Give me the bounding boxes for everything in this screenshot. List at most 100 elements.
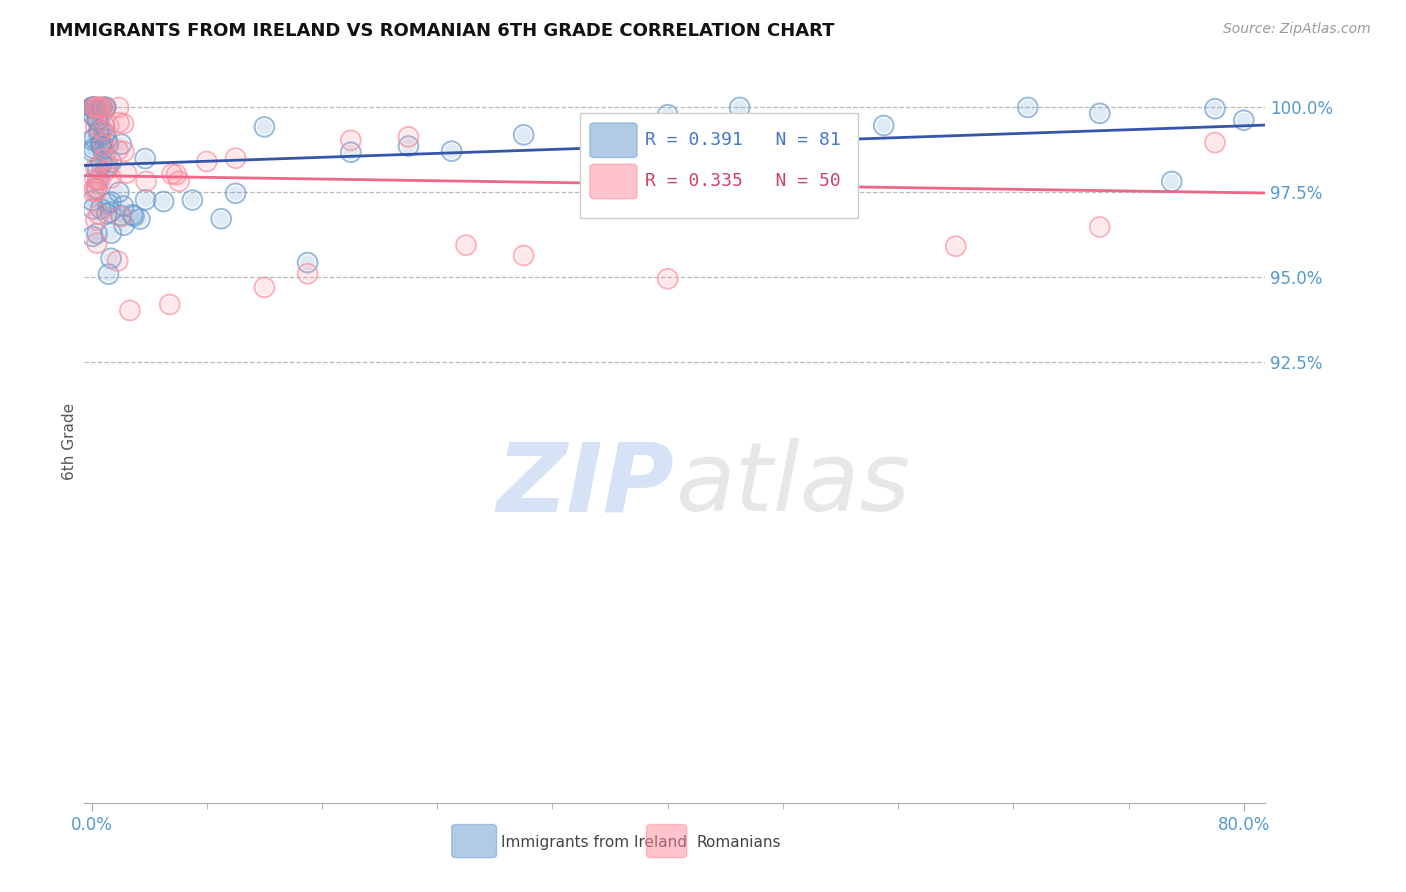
Point	[89, 123, 111, 137]
Point	[80, 100, 103, 114]
Point	[110, 210, 132, 224]
Point	[82, 100, 104, 114]
Point	[87, 100, 110, 114]
Point	[100, 171, 122, 186]
Point	[100, 155, 122, 169]
Point	[86, 236, 108, 251]
Point	[454, 238, 477, 252]
Point	[87, 126, 110, 140]
Point	[83, 100, 105, 114]
Point	[94, 100, 117, 114]
Point	[97, 196, 120, 211]
Point	[512, 248, 534, 262]
Point	[225, 186, 247, 201]
Point	[112, 218, 135, 232]
Point	[110, 137, 132, 152]
Point	[100, 226, 122, 240]
Point	[93, 100, 115, 114]
Point	[94, 100, 117, 114]
Point	[89, 100, 111, 114]
Point	[86, 236, 108, 251]
Point	[121, 208, 143, 222]
Point	[108, 186, 131, 200]
Point	[100, 205, 122, 219]
Point	[82, 185, 104, 199]
Point	[82, 100, 104, 114]
Point	[90, 202, 112, 216]
Point	[82, 229, 104, 244]
Point	[86, 100, 108, 114]
Point	[209, 211, 232, 226]
Point	[728, 100, 751, 114]
Point	[108, 115, 131, 129]
Point	[86, 181, 108, 195]
Point	[108, 115, 131, 129]
Point	[83, 131, 105, 145]
Point	[91, 143, 114, 157]
Point	[82, 194, 104, 208]
Point	[167, 174, 190, 188]
Point	[87, 173, 110, 187]
Point	[100, 205, 122, 219]
Point	[83, 181, 105, 195]
Point	[396, 129, 419, 144]
Point	[83, 100, 105, 114]
Point	[728, 100, 751, 114]
Point	[107, 100, 129, 114]
Point	[135, 174, 157, 188]
Point	[96, 132, 118, 146]
Point	[585, 185, 607, 199]
Point	[89, 173, 111, 187]
Point	[135, 193, 157, 207]
Point	[1088, 106, 1111, 120]
Point	[160, 167, 183, 181]
Point	[115, 166, 138, 180]
Point	[297, 255, 319, 269]
Point	[1017, 100, 1039, 114]
Point	[90, 156, 112, 170]
Point	[225, 151, 247, 165]
Point	[84, 172, 107, 186]
Point	[90, 139, 112, 153]
Point	[129, 212, 152, 227]
Point	[82, 108, 104, 122]
Point	[87, 207, 110, 221]
Point	[82, 145, 104, 159]
Point	[91, 143, 114, 157]
Text: R = 0.335   N = 50: R = 0.335 N = 50	[645, 172, 841, 190]
Point	[97, 160, 120, 174]
Point	[512, 128, 534, 142]
FancyBboxPatch shape	[591, 164, 637, 199]
Point	[84, 100, 107, 114]
Text: IMMIGRANTS FROM IRELAND VS ROMANIAN 6TH GRADE CORRELATION CHART: IMMIGRANTS FROM IRELAND VS ROMANIAN 6TH …	[49, 22, 835, 40]
Point	[93, 152, 115, 166]
Point	[121, 208, 143, 222]
Point	[165, 168, 187, 182]
Point	[82, 202, 104, 216]
Point	[1088, 219, 1111, 234]
Point	[97, 196, 120, 211]
Point	[800, 130, 823, 145]
Point	[134, 152, 156, 166]
Point	[86, 181, 108, 195]
Point	[396, 139, 419, 153]
Point	[110, 209, 132, 223]
Point	[96, 206, 118, 220]
Point	[1204, 102, 1226, 116]
Point	[112, 145, 135, 159]
Point	[1275, 103, 1298, 117]
Point	[135, 193, 157, 207]
Point	[86, 185, 108, 199]
Point	[340, 133, 363, 147]
Point	[159, 297, 181, 311]
Point	[83, 100, 105, 114]
Point	[84, 119, 107, 133]
Point	[97, 120, 120, 134]
Point	[253, 280, 276, 294]
Point	[93, 119, 115, 133]
Point	[1088, 106, 1111, 120]
Point	[108, 186, 131, 200]
Point	[945, 239, 967, 253]
Point	[94, 127, 117, 141]
Point	[93, 100, 115, 114]
